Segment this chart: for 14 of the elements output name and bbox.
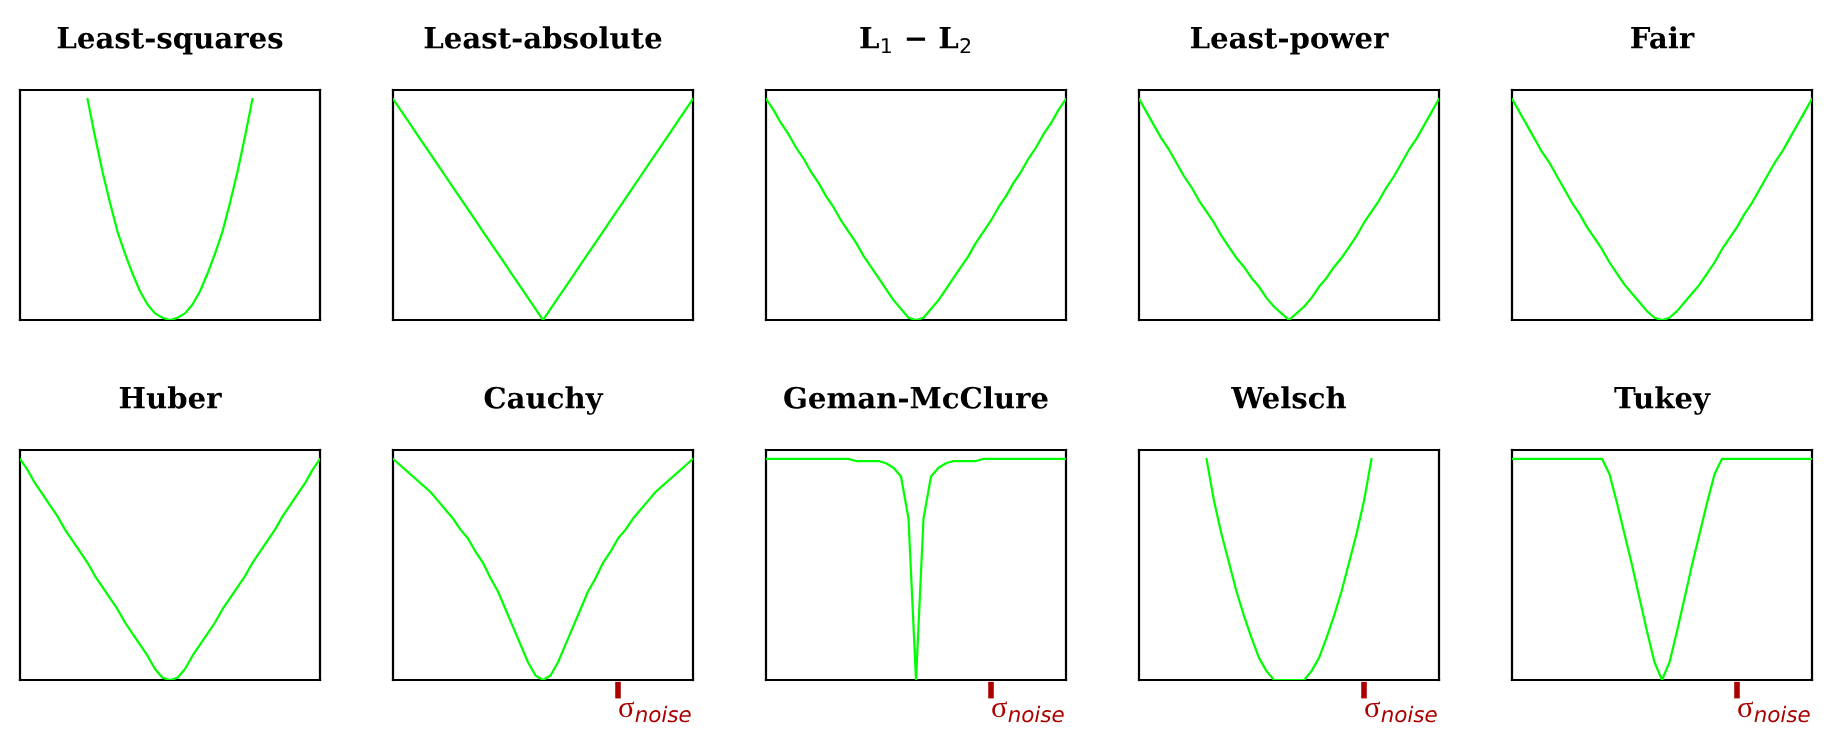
chart-title: Huber xyxy=(119,386,222,409)
chart-title: L$_{1}$ − L$_{2}$ xyxy=(860,27,971,54)
chart-title: Cauchy xyxy=(484,386,604,415)
chart-title: Least-squares xyxy=(57,27,283,55)
chart-title: Least-power xyxy=(1190,27,1389,55)
text: σ$_{noise}$ xyxy=(619,701,691,723)
text: σ$_{noise}$ xyxy=(1738,701,1810,723)
chart-title: Geman-McClure xyxy=(784,386,1048,409)
chart-title: Welsch xyxy=(1231,386,1347,409)
text: σ$_{noise}$ xyxy=(992,701,1064,723)
text: σ$_{noise}$ xyxy=(1365,701,1437,723)
chart-title: Least-absolute xyxy=(424,26,662,49)
chart-title: Tukey xyxy=(1614,386,1711,415)
chart-title: Fair xyxy=(1631,26,1695,49)
